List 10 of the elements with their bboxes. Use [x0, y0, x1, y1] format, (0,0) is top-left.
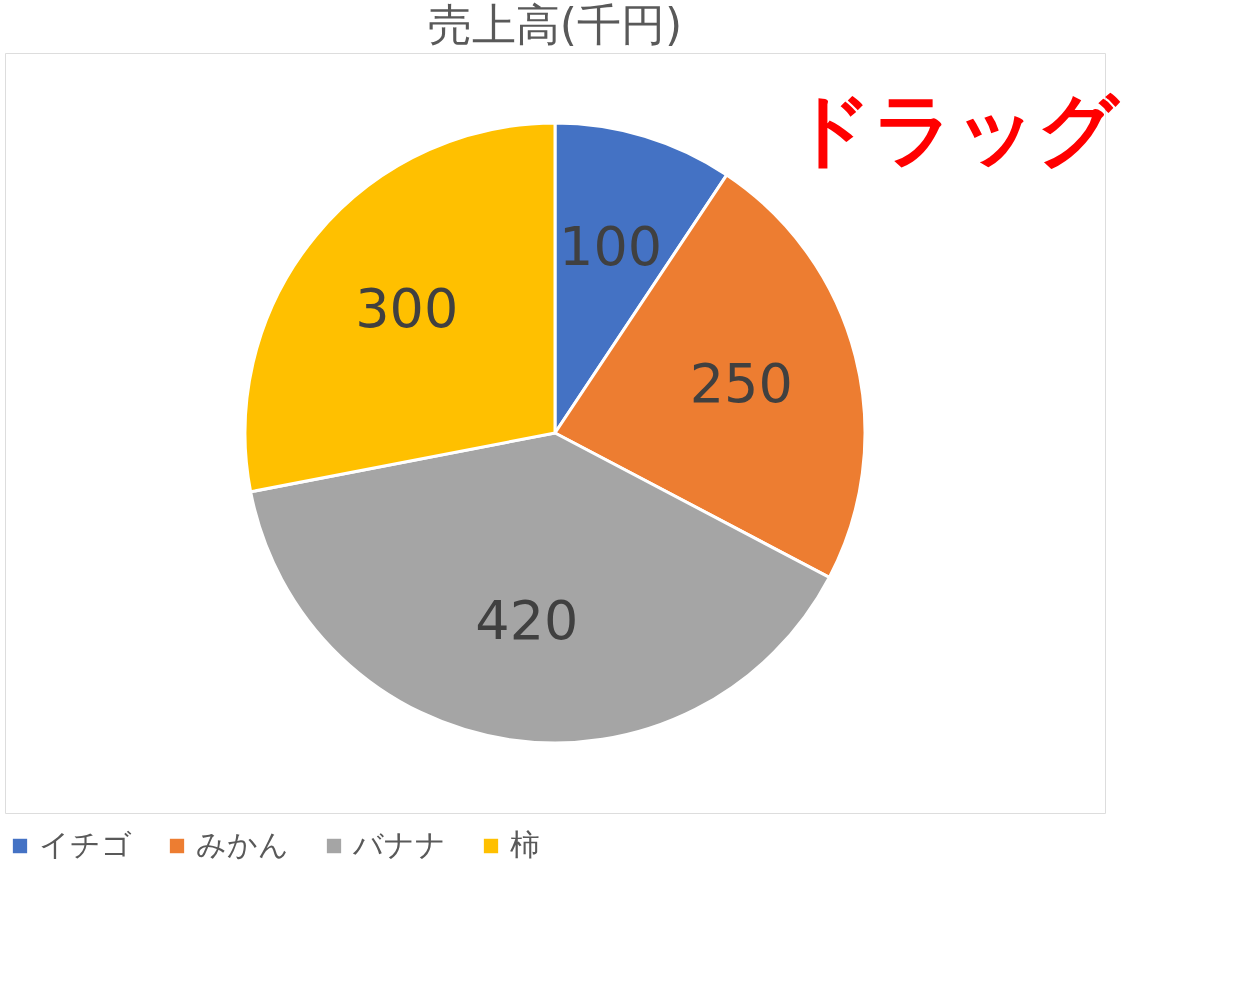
data-label: 300 — [355, 276, 459, 340]
legend-label: みかん — [196, 827, 289, 862]
data-label: 420 — [475, 589, 579, 653]
data-label: 250 — [689, 351, 793, 415]
legend-label: バナナ — [352, 827, 446, 862]
text: ドラッグ — [791, 83, 1121, 176]
data-label: 100 — [559, 215, 663, 279]
legend-label: イチゴ — [39, 827, 132, 862]
chart-title: 売上高(千円) — [427, 0, 683, 50]
legend-label: 柿 — [510, 827, 540, 862]
